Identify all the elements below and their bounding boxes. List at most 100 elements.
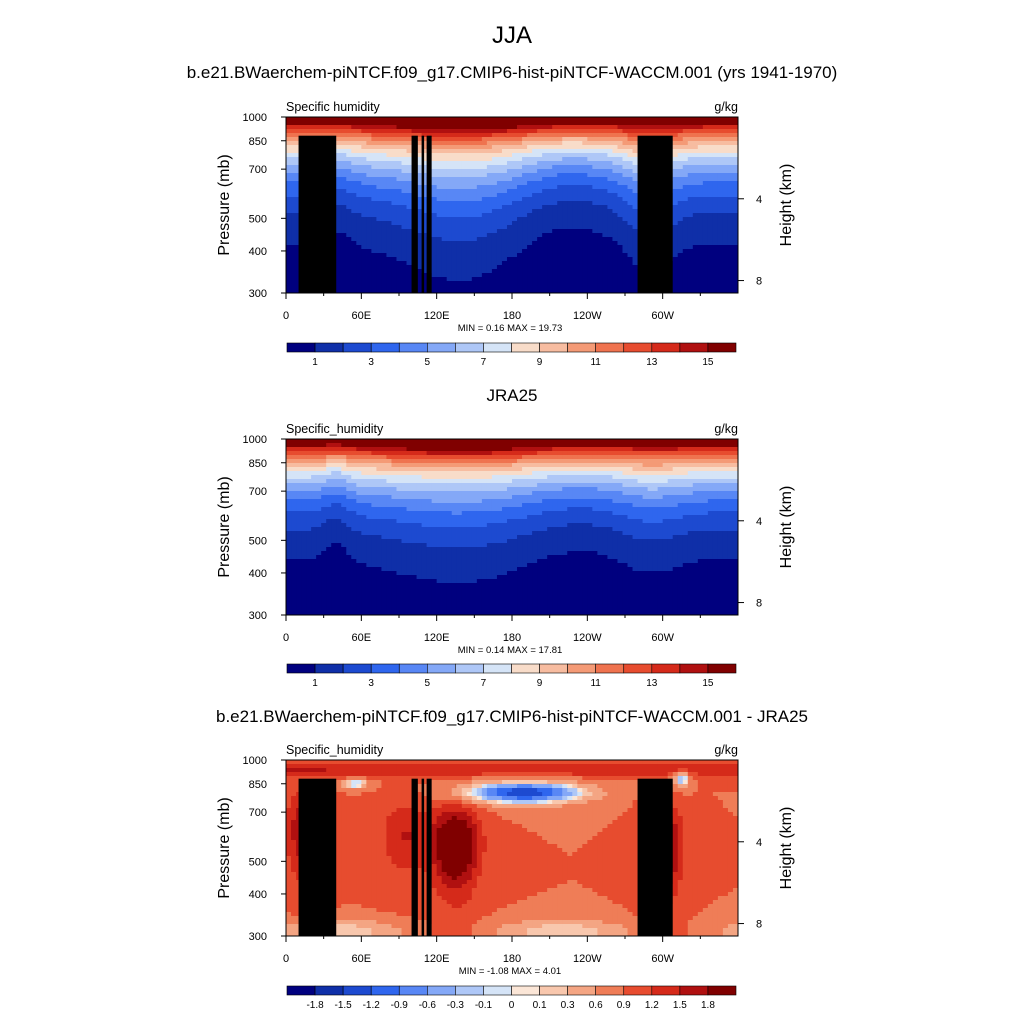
field-cell — [321, 451, 327, 456]
field-cell — [612, 467, 619, 472]
field-cell — [416, 129, 423, 134]
field-cell — [406, 261, 413, 266]
field-cell — [441, 225, 448, 230]
field-cell — [441, 249, 448, 254]
field-cell — [506, 165, 513, 170]
field-cell — [486, 289, 493, 293]
field-cell — [692, 121, 699, 126]
field-cell — [732, 443, 738, 448]
field-cell — [336, 229, 342, 234]
field-cell — [542, 117, 548, 122]
field-cell — [291, 261, 297, 266]
field-cell — [712, 181, 719, 186]
field-cell — [316, 455, 322, 460]
field-cell — [406, 189, 413, 194]
field-cell — [707, 185, 714, 190]
field-cell — [582, 233, 588, 238]
field-cell — [391, 447, 398, 452]
field-cell — [391, 149, 398, 154]
field-cell — [627, 225, 634, 230]
field-cell — [491, 121, 498, 126]
field-cell — [496, 153, 503, 158]
field-cell — [677, 265, 684, 270]
field-cell — [376, 209, 383, 214]
field-cell — [436, 443, 443, 448]
field-cell — [491, 459, 498, 464]
field-cell — [396, 233, 403, 238]
field-cell — [361, 237, 367, 242]
field-cell — [612, 273, 619, 278]
field-cell — [672, 121, 679, 126]
field-cell — [486, 137, 493, 142]
field-cell — [401, 233, 408, 238]
field-cell — [537, 213, 543, 218]
field-cell — [577, 169, 583, 174]
field-cell — [732, 475, 738, 480]
field-cell — [391, 249, 398, 254]
field-cell — [557, 157, 563, 162]
field-cell — [612, 455, 619, 460]
field-cell — [421, 289, 428, 293]
field-cell — [652, 467, 659, 472]
right-tick-label: 4 — [756, 194, 762, 206]
field-cell — [461, 459, 468, 464]
field-cell — [562, 177, 568, 182]
field-cell — [466, 193, 473, 198]
field-cell — [446, 277, 453, 282]
field-cell — [602, 289, 609, 293]
field-cell — [682, 181, 689, 186]
field-cell — [286, 265, 292, 270]
field-cell — [517, 129, 523, 134]
field-cell — [501, 439, 508, 444]
field-cell — [366, 257, 372, 262]
field-cell — [371, 177, 377, 182]
field-cell — [491, 201, 498, 206]
field-cell — [622, 117, 629, 122]
field-cell — [311, 447, 317, 452]
field-cell — [552, 201, 558, 206]
field-cell — [446, 281, 453, 286]
field-cell — [627, 217, 634, 222]
field-cell — [356, 463, 362, 468]
field-cell — [552, 133, 558, 138]
field-cell — [607, 189, 614, 194]
field-cell — [441, 265, 448, 270]
field-cell — [582, 121, 588, 126]
field-cell — [602, 165, 609, 170]
field-cell — [522, 273, 528, 278]
field-cell — [542, 249, 548, 254]
field-cell — [692, 209, 699, 214]
field-cell — [446, 121, 453, 126]
field-cell — [286, 289, 292, 293]
field-cell — [552, 177, 558, 182]
field-cell — [371, 479, 377, 484]
field-cell — [346, 471, 352, 476]
field-cell — [567, 205, 573, 210]
field-cell — [692, 145, 699, 150]
field-cell — [351, 125, 357, 130]
field-cell — [406, 157, 413, 162]
field-cell — [366, 273, 372, 278]
field-cell — [436, 245, 443, 250]
field-cell — [461, 249, 468, 254]
field-cell — [376, 261, 383, 266]
field-cell — [476, 205, 483, 210]
field-cell — [547, 121, 553, 126]
field-cell — [296, 121, 302, 126]
field-cell — [532, 169, 538, 174]
field-cell — [466, 145, 473, 150]
field-cell — [567, 257, 573, 262]
field-cell — [707, 129, 714, 134]
field-cell — [441, 185, 448, 190]
field-cell — [421, 233, 428, 238]
field-cell — [567, 475, 573, 480]
field-cell — [632, 149, 639, 154]
field-cell — [672, 281, 679, 286]
field-cell — [577, 117, 583, 122]
field-cell — [702, 439, 709, 444]
field-cell — [286, 221, 292, 226]
field-cell — [476, 237, 483, 242]
field-cell — [506, 169, 513, 174]
field-cell — [592, 193, 598, 198]
field-cell — [351, 467, 357, 472]
